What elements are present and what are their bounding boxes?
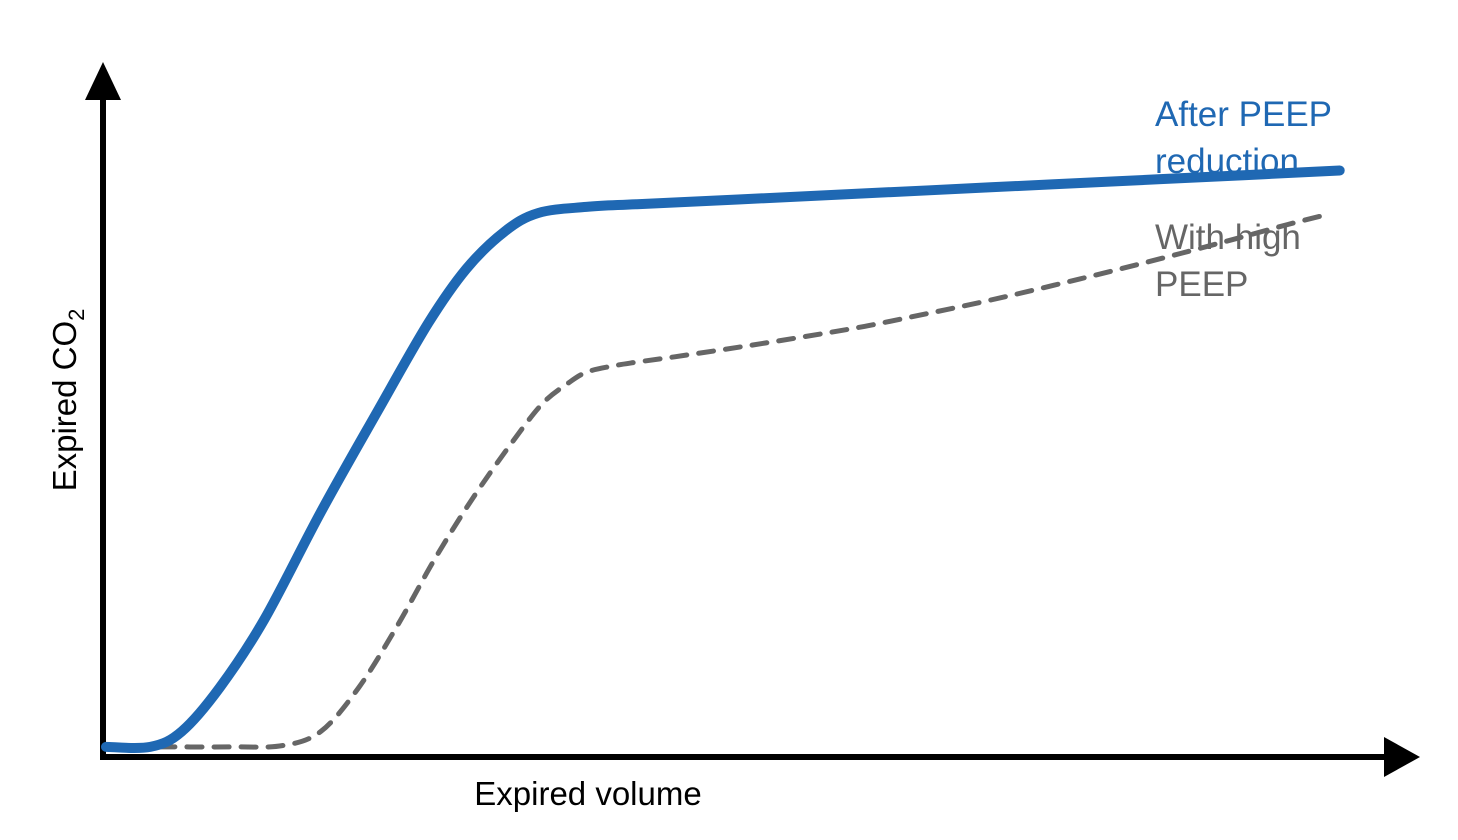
y-axis-label: Expired CO2 <box>46 309 89 492</box>
series-line-with-high-peep <box>103 211 1334 750</box>
series-layer <box>101 165 1345 754</box>
legend-high-line-1: With high <box>1155 218 1301 257</box>
legend-after-line-1: After PEEP <box>1155 95 1331 134</box>
series-line-after-peep-reduction <box>101 165 1345 754</box>
x-axis-label: Expired volume <box>474 775 701 812</box>
y-axis-label-subscript: 2 <box>64 309 89 321</box>
y-axis-label-main: Expired CO <box>46 321 83 492</box>
legend-label-after-peep-reduction: After PEEP reduction <box>1155 95 1341 181</box>
y-axis-arrowhead <box>85 62 121 100</box>
x-axis-arrowhead <box>1384 737 1420 777</box>
legend-high-line-2: PEEP <box>1155 265 1248 304</box>
legend: After PEEP reduction With high PEEP <box>1155 95 1341 304</box>
legend-after-line-2: reduction <box>1155 142 1299 181</box>
legend-label-with-high-peep: With high PEEP <box>1155 218 1311 304</box>
